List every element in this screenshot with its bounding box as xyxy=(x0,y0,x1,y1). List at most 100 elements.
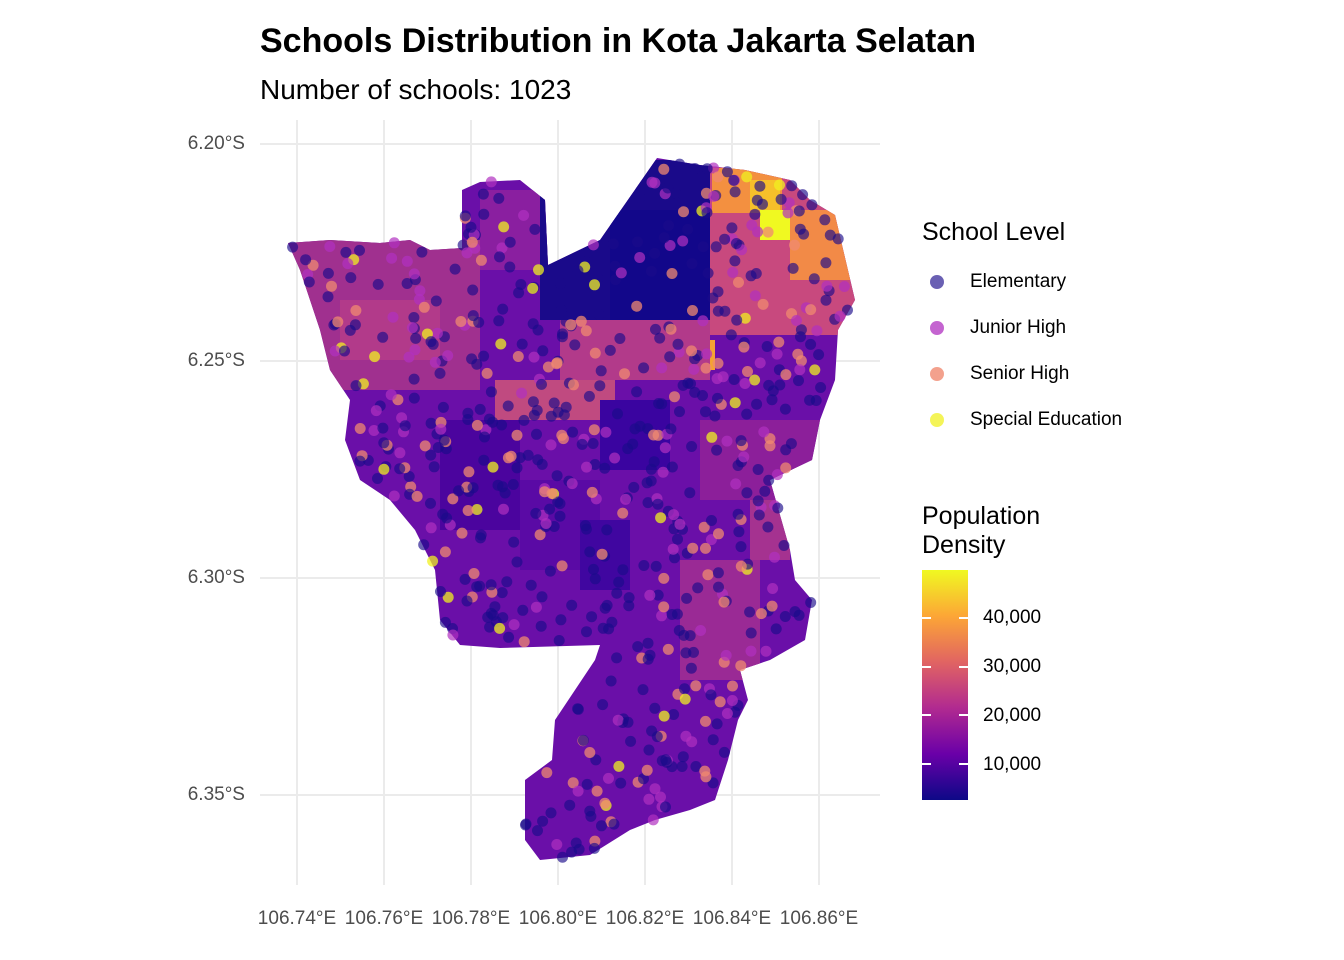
school-point xyxy=(555,277,566,289)
school-point xyxy=(494,622,506,634)
school-point xyxy=(623,600,635,612)
school-point xyxy=(808,273,820,285)
school-point xyxy=(735,435,747,447)
school-point xyxy=(697,390,708,401)
school-point xyxy=(641,764,653,776)
school-point xyxy=(634,192,646,204)
school-point xyxy=(478,350,490,362)
school-point xyxy=(478,454,490,466)
school-point xyxy=(531,428,542,440)
school-point xyxy=(735,541,747,553)
school-point xyxy=(733,276,744,288)
school-point xyxy=(707,292,719,304)
school-point xyxy=(797,189,809,201)
school-point xyxy=(499,487,511,499)
school-point xyxy=(474,403,486,415)
school-point xyxy=(425,522,437,534)
school-point xyxy=(697,315,709,327)
school-point xyxy=(467,482,479,494)
school-point xyxy=(677,751,689,763)
school-point xyxy=(676,761,688,772)
school-point xyxy=(512,351,524,362)
school-point xyxy=(678,629,690,641)
school-point xyxy=(809,364,821,376)
school-point xyxy=(556,429,568,441)
school-point xyxy=(515,279,527,290)
school-point xyxy=(739,312,751,324)
school-point xyxy=(793,205,805,217)
school-point xyxy=(664,351,676,363)
school-point xyxy=(711,444,723,456)
school-point xyxy=(798,228,810,240)
school-point xyxy=(518,414,530,426)
school-point xyxy=(701,348,713,360)
school-point xyxy=(687,542,699,554)
school-point xyxy=(754,357,766,369)
school-point xyxy=(745,270,757,282)
school-point xyxy=(612,714,624,726)
school-point xyxy=(686,258,698,270)
school-point xyxy=(638,560,650,571)
school-point xyxy=(634,420,646,432)
school-point xyxy=(643,744,655,756)
school-point xyxy=(539,486,551,498)
school-point xyxy=(700,406,711,418)
school-point xyxy=(811,325,823,337)
school-point xyxy=(505,450,517,462)
school-point xyxy=(689,163,701,174)
school-point xyxy=(530,507,542,519)
school-point xyxy=(545,807,557,819)
school-point xyxy=(435,423,447,435)
school-point xyxy=(725,329,737,341)
school-point xyxy=(726,222,738,234)
school-point xyxy=(700,715,711,727)
school-point xyxy=(489,601,501,613)
school-point xyxy=(339,345,350,357)
school-point xyxy=(587,438,599,449)
school-point xyxy=(447,493,459,505)
school-point xyxy=(795,331,806,343)
school-point xyxy=(793,375,804,387)
school-point xyxy=(655,512,667,524)
school-point xyxy=(680,730,692,742)
school-point xyxy=(741,487,753,499)
school-point xyxy=(712,567,724,579)
school-point xyxy=(593,308,605,320)
school-point xyxy=(656,362,668,374)
school-point xyxy=(430,295,442,307)
school-point xyxy=(322,291,334,303)
colorbar-tick xyxy=(922,617,931,620)
school-point xyxy=(408,392,420,404)
school-point xyxy=(659,442,671,454)
school-point xyxy=(669,391,680,403)
school-point xyxy=(439,546,451,558)
school-point xyxy=(552,496,564,508)
school-point xyxy=(473,316,485,328)
school-point xyxy=(792,348,804,360)
school-point xyxy=(386,252,398,264)
school-point xyxy=(503,631,515,643)
school-point xyxy=(537,345,549,357)
colorbar-tick xyxy=(922,762,931,765)
x-tick-label: 106.86°E xyxy=(779,908,859,929)
school-point xyxy=(466,236,478,248)
school-point xyxy=(354,423,366,434)
school-point xyxy=(496,242,508,254)
school-point xyxy=(601,524,613,536)
school-point xyxy=(770,623,782,635)
school-point xyxy=(600,426,612,438)
school-point xyxy=(649,783,661,795)
school-point xyxy=(762,226,774,238)
school-point xyxy=(441,512,453,524)
school-point xyxy=(408,373,420,385)
school-point xyxy=(455,316,467,327)
school-point xyxy=(758,426,770,438)
school-point xyxy=(603,772,614,784)
school-point xyxy=(579,520,591,532)
school-point xyxy=(638,362,650,374)
school-point xyxy=(408,312,420,323)
colorbar-label: 40,000 xyxy=(983,607,1042,628)
school-point xyxy=(399,420,411,432)
map-title: Schools Distribution in Kota Jakarta Sel… xyxy=(260,22,977,60)
school-point xyxy=(642,497,654,509)
